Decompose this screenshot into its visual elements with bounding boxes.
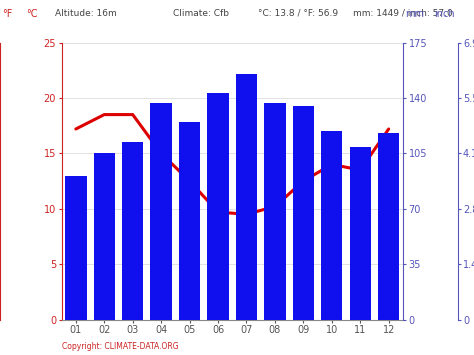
Bar — [122, 142, 143, 320]
Bar — [65, 175, 86, 320]
Bar — [150, 103, 172, 320]
Bar — [321, 131, 342, 320]
Bar — [292, 106, 314, 320]
Text: °F: °F — [2, 9, 13, 19]
Text: Climate: Cfb: Climate: Cfb — [173, 9, 229, 18]
Text: °C: °C — [26, 9, 37, 19]
Bar — [207, 93, 228, 320]
Text: Copyright: CLIMATE-DATA.ORG: Copyright: CLIMATE-DATA.ORG — [62, 343, 178, 351]
Bar — [378, 133, 399, 320]
Bar — [179, 122, 200, 320]
Text: °C: 13.8 / °F: 56.9: °C: 13.8 / °F: 56.9 — [258, 9, 338, 18]
Bar — [236, 74, 257, 320]
Bar — [264, 103, 285, 320]
Text: mm: mm — [405, 9, 424, 19]
Text: Altitude: 16m: Altitude: 16m — [55, 9, 116, 18]
Bar — [93, 153, 115, 320]
Text: inch: inch — [434, 9, 455, 19]
Text: mm: 1449 / inch: 57.0: mm: 1449 / inch: 57.0 — [353, 9, 453, 18]
Bar — [349, 147, 371, 320]
